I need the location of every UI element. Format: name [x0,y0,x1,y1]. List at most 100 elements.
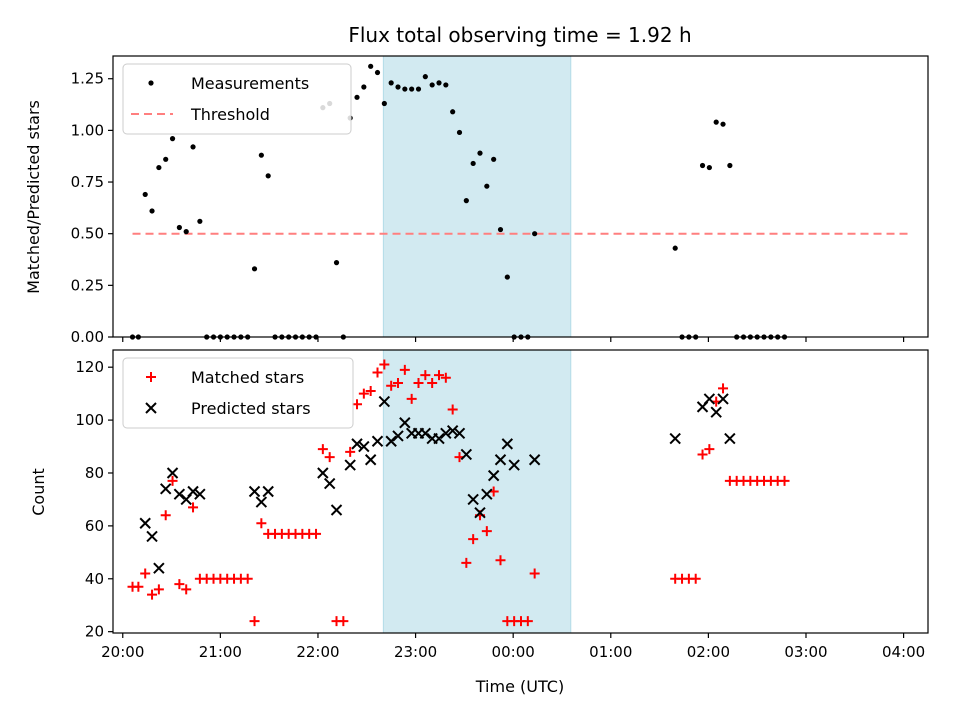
data-point [361,84,367,90]
x-tick-label: 22:00 [296,643,339,661]
data-point [481,526,492,537]
count-y-axis-label: Count [29,468,48,516]
data-point [420,370,431,381]
y-tick-label: 0.75 [71,173,104,191]
x-axis-tick-marks [122,337,905,342]
data-point [491,156,497,162]
data-point [358,388,369,399]
y-tick-label: 20 [85,623,104,641]
y-tick-label: 80 [85,464,104,482]
observing-window-shade [382,55,572,338]
data-point [371,435,384,447]
legend-box [122,63,352,135]
data-point [317,467,329,479]
data-point [173,488,186,500]
data-point [504,274,510,280]
data-point [704,444,715,455]
data-point [190,144,196,150]
data-point [174,579,185,590]
series-matched-stars [127,359,790,627]
data-point [323,477,336,490]
data-point [529,568,540,579]
data-point [317,444,328,455]
data-point [487,469,500,482]
data-point [415,86,422,92]
y-tick-label: 120 [75,358,104,376]
x-axis-ticks: 20:00 21:00 22:00 23:00 00:00 01:00 02:00 03:00… [101,633,925,661]
data-point [197,218,203,224]
data-point [160,510,171,521]
x-tick-label: 02:00 [687,643,730,661]
data-point [717,393,729,405]
data-point [463,198,469,204]
data-point [187,485,199,498]
data-point [508,459,520,471]
data-point [406,393,417,404]
data-point [256,518,267,529]
data-point [255,496,268,508]
data-point [461,557,472,568]
data-point [474,506,486,519]
data-point [446,424,459,437]
legend-label: Matched stars [191,368,304,387]
count-panel-frame [112,349,929,634]
data-point [242,573,253,584]
data-point [440,427,452,440]
data-point [167,475,178,486]
data-point [181,584,192,595]
data-point [388,80,394,86]
legend-box [122,357,354,429]
data-point [147,589,158,600]
data-point [248,485,261,498]
data-point [413,378,424,389]
y-axis-ticks: 0.00 0.25 0.50 0.75 1.00 1.25 [71,70,113,346]
count-panel: 20 40 60 80 100 120 20:00 21:00 22:00 23:00 00:00… [29,349,929,661]
data-point [409,86,415,92]
data-point [470,160,476,167]
data-point [443,82,449,88]
data-point [453,427,466,440]
data-point [262,485,274,498]
data-point [333,260,340,266]
data-point [419,427,432,440]
legend-label: Measurements [191,74,309,93]
data-point [672,245,678,251]
data-point [422,74,428,80]
data-point [460,448,473,461]
data-point [265,173,271,179]
x-tick-label: 01:00 [589,643,632,661]
data-point [433,432,445,445]
legend-marker [148,80,154,86]
x-tick-label: 23:00 [394,643,437,661]
legend-marker [145,402,157,414]
data-point [399,364,410,375]
data-point [779,475,790,486]
y-tick-label: 100 [75,411,104,429]
y-tick-label: 1.25 [71,70,104,88]
data-point [434,370,444,381]
ratio-panel: 0.00 0.25 0.50 0.75 1.00 1.25 Matched/Predict… [24,55,929,346]
data-point [374,69,381,76]
data-point [364,454,377,466]
data-point [251,266,258,272]
data-point [176,224,182,231]
data-point [402,86,408,92]
legend-marker [146,372,156,382]
data-point [727,162,733,169]
data-point [528,454,541,466]
data-point [690,573,701,584]
data-point [140,568,151,579]
data-point [149,208,155,214]
data-point [393,378,404,389]
data-point [249,616,260,627]
data-point [450,109,456,115]
data-point [724,432,736,445]
data-point [153,584,164,595]
data-point [183,229,189,235]
data-point [194,488,206,500]
data-point [497,226,504,233]
y-tick-label: 0.00 [71,328,104,346]
chart-title: Flux total observing time = 1.92 h [348,23,691,47]
data-point [494,454,507,466]
x-axis-label: Time (UTC) [475,677,564,696]
